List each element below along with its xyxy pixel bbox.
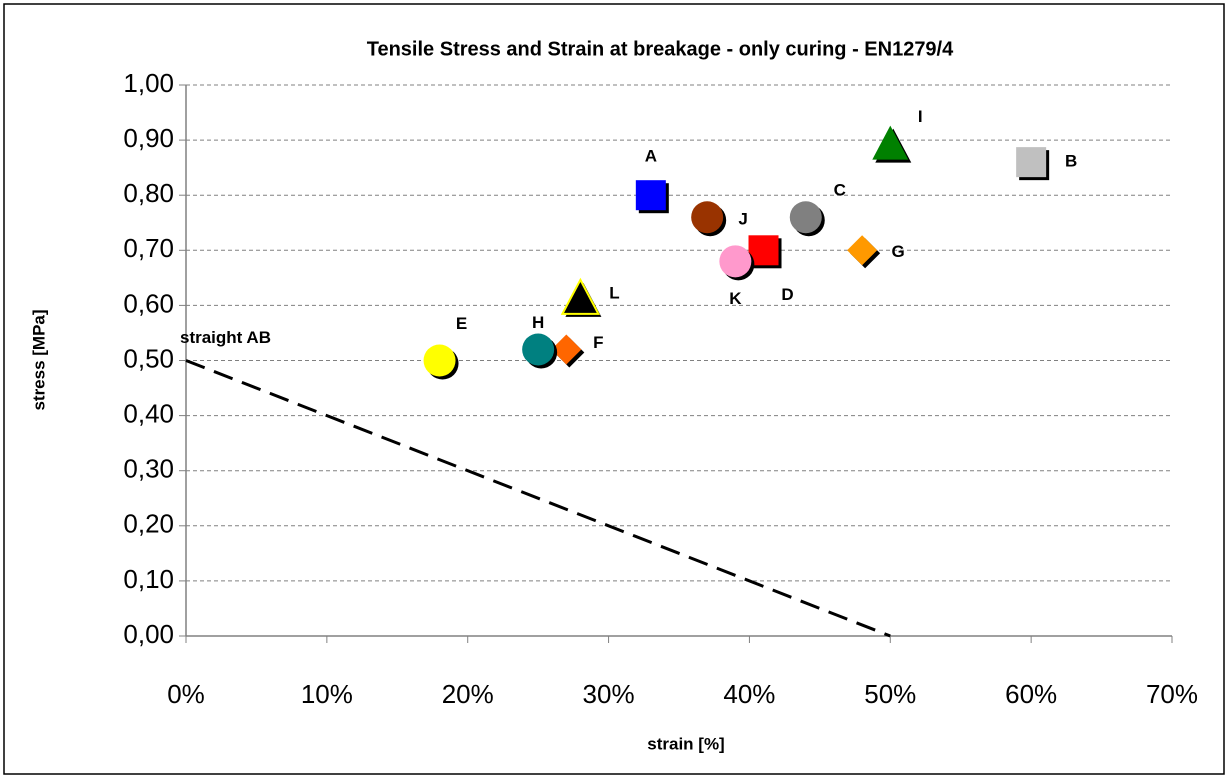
point <box>423 344 459 380</box>
point-label: E <box>456 314 467 333</box>
reference-line <box>185 359 891 638</box>
point <box>719 245 755 281</box>
point <box>551 334 585 368</box>
x-tick-label: 30% <box>583 679 635 709</box>
point-label: F <box>593 333 603 352</box>
marker <box>847 235 878 266</box>
y-tick-label: 0,50 <box>123 343 174 373</box>
point-label: D <box>781 285 793 304</box>
chart-frame <box>3 3 1225 775</box>
marker <box>719 245 752 278</box>
y-axis-title: stress [MPa] <box>29 309 48 410</box>
x-axis-title: strain [%] <box>647 734 724 753</box>
y-tick-label: 0,30 <box>123 454 174 484</box>
point <box>789 201 825 237</box>
y-tick-label: 0,90 <box>123 123 174 153</box>
marker <box>560 277 601 315</box>
line-label: straight AB <box>180 328 271 347</box>
point <box>560 277 602 317</box>
point-label: K <box>729 289 742 308</box>
point-label: I <box>918 107 923 126</box>
point-label: J <box>738 210 747 229</box>
y-tick-label: 0,00 <box>123 619 174 649</box>
y-tick-label: 0,70 <box>123 233 174 263</box>
y-tick-label: 0,10 <box>123 564 174 594</box>
y-tick-label: 0,20 <box>123 509 174 539</box>
point-label: B <box>1065 152 1077 171</box>
marker <box>551 334 582 365</box>
chart-title: Tensile Stress and Strain at breakage - … <box>367 38 954 60</box>
marker <box>423 344 456 377</box>
marker <box>789 201 822 234</box>
point <box>1016 147 1050 181</box>
point-label: L <box>609 283 619 302</box>
point <box>522 333 558 369</box>
point-label: G <box>891 242 904 261</box>
point <box>635 180 669 214</box>
y-tick-label: 0,80 <box>123 178 174 208</box>
point <box>847 235 881 269</box>
y-tick-label: 1,00 <box>123 68 174 98</box>
marker <box>635 180 666 211</box>
point <box>691 201 727 237</box>
x-tick-label: 50% <box>864 679 916 709</box>
point <box>872 125 912 163</box>
point-label: H <box>532 313 544 332</box>
y-tick-label: 0,40 <box>123 398 174 428</box>
x-tick-label: 70% <box>1146 679 1198 709</box>
x-tick-label: 60% <box>1005 679 1057 709</box>
marker <box>872 125 909 160</box>
x-tick-label: 20% <box>442 679 494 709</box>
marker <box>522 333 555 366</box>
marker <box>691 201 724 234</box>
x-tick-label: 0% <box>167 679 205 709</box>
point-label: C <box>834 181 846 200</box>
y-tick-label: 0,60 <box>123 288 174 318</box>
x-tick-label: 10% <box>301 679 353 709</box>
x-tick-label: 40% <box>723 679 775 709</box>
point-label: A <box>645 147 657 166</box>
marker <box>1016 147 1047 178</box>
